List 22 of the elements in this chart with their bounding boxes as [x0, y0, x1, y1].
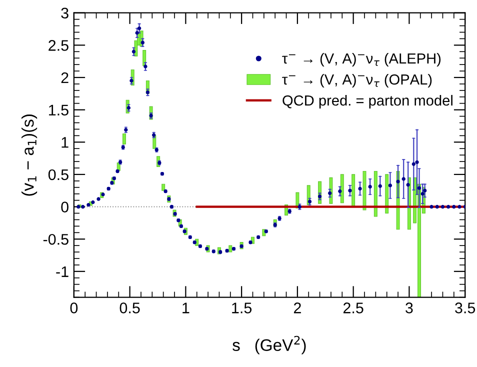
y-tick-label: 2.5: [48, 40, 68, 51]
legend-label: τ$^{−}$ → (V, A)$^{−}$ν$_{τ}$ (OPAL): [282, 74, 432, 88]
y-tick-label: 3: [61, 8, 68, 19]
x-tick-label: 1.5: [232, 302, 252, 314]
x-tick-label: 1: [182, 302, 190, 314]
y-tick-label: -0.5: [43, 234, 68, 245]
y-tick-label: 0: [61, 202, 68, 212]
y-tick-label: -1: [56, 266, 68, 277]
y-tick-label: 1.5: [49, 104, 68, 116]
legend-label: τ$^{−}$ → (V, A)$^{−}$ν$_{τ}$ (ALEPH): [282, 52, 441, 67]
legend-label: QCD pred. = parton model: [282, 94, 452, 109]
x-tick-label: 2: [294, 302, 301, 314]
y-axis-title: (v$_{1}$ − a$_{1}$)(s): [22, 114, 38, 196]
x-tick-label: 2.5: [343, 302, 364, 314]
x-tick-label: 0.5: [120, 302, 140, 314]
x-tick-label: 0: [70, 302, 78, 314]
y-tick-label: 2: [61, 72, 68, 84]
x-axis-title: s (GeV$^{2}$): [232, 336, 306, 354]
y-tick-label: 1: [62, 137, 68, 148]
y-tick-label: 0.5: [48, 169, 68, 180]
x-tick-label: 3: [406, 302, 413, 314]
x-tick-label: 3.5: [455, 302, 476, 314]
